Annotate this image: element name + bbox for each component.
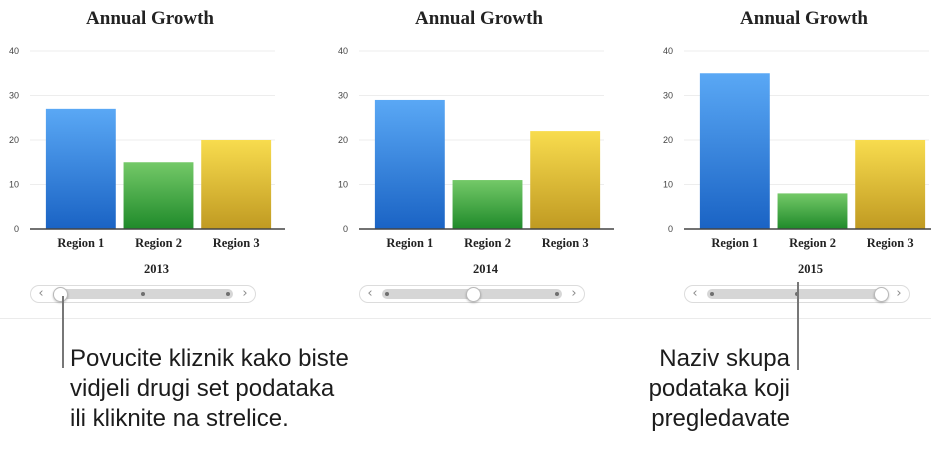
y-tick-label: 40: [338, 46, 348, 56]
callout-leader-line: [62, 296, 64, 368]
bar-chart: 0 10 20 30 40 Region 1 Region 2 Region 3 2014: [338, 46, 614, 276]
y-tick-label: 20: [9, 135, 19, 145]
y-tick-label: 30: [338, 91, 348, 101]
x-tick-label: Region 2: [789, 236, 836, 250]
x-tick-label: Region 3: [213, 236, 260, 250]
dataset-slider[interactable]: ‹ ›: [359, 285, 585, 303]
slider-stop-dot: [226, 292, 230, 296]
y-tick-label: 40: [663, 46, 673, 56]
y-tick-label: 20: [663, 135, 673, 145]
dataset-slider[interactable]: ‹ ›: [30, 285, 256, 303]
divider: [0, 318, 931, 319]
chevron-right-icon[interactable]: ›: [571, 286, 577, 301]
chevron-right-icon[interactable]: ›: [242, 286, 248, 301]
x-tick-label: Region 3: [867, 236, 914, 250]
bar-region-3: [201, 140, 272, 229]
slider-track[interactable]: [382, 287, 562, 302]
bar-region-2: [777, 193, 848, 229]
x-tick-label: Region 1: [711, 236, 758, 250]
bar-region-2: [123, 162, 194, 229]
bar-region-1: [374, 99, 445, 229]
y-tick-label: 10: [9, 180, 19, 190]
y-tick-label: 20: [338, 135, 348, 145]
chevron-left-icon[interactable]: ‹: [38, 286, 44, 301]
x-tick-label: Region 1: [57, 236, 104, 250]
slider-thumb[interactable]: [53, 287, 68, 302]
dataset-label: 2014: [473, 262, 499, 276]
y-tick-label: 0: [343, 224, 348, 234]
x-tick-label: Region 3: [542, 236, 589, 250]
slider-stop-dot: [141, 292, 145, 296]
y-tick-label: 30: [9, 91, 19, 101]
chart-title: Annual Growth: [86, 8, 214, 29]
callout-dataset-name-text: Naziv skupa podataka koji pregledavate: [648, 345, 790, 432]
dataset-label: 2015: [798, 262, 823, 276]
slider-thumb[interactable]: [465, 287, 481, 302]
bar-region-1: [699, 73, 770, 229]
x-tick-label: Region 2: [135, 236, 182, 250]
slider-track[interactable]: [53, 287, 233, 302]
chart-title: Annual Growth: [415, 8, 543, 29]
chart-panel-2013: Annual Growth 0 10 20 30 40 Region 1 Region 2 R…: [0, 0, 300, 305]
slider-stop-dot: [385, 292, 389, 296]
slider-stop-dot: [710, 292, 714, 296]
bar-region-2: [452, 180, 523, 229]
bar-region-1: [45, 108, 116, 229]
x-tick-label: Region 2: [464, 236, 511, 250]
chart-panel-2015: Annual Growth 0 10 20 30 40 Region 1 Region 2 R…: [654, 0, 931, 305]
slider-stop-dot: [555, 292, 559, 296]
y-tick-label: 40: [9, 46, 19, 56]
chart-title: Annual Growth: [740, 8, 868, 29]
chevron-left-icon[interactable]: ‹: [692, 286, 698, 301]
callout-leader-line: [797, 282, 799, 370]
chevron-left-icon[interactable]: ‹: [367, 286, 373, 301]
bar-region-3: [530, 131, 601, 229]
y-tick-label: 10: [338, 180, 348, 190]
bar-chart: 0 10 20 30 40 Region 1 Region 2 Region 3 2013: [9, 46, 285, 276]
chart-panel-2014: Annual Growth 0 10 20 30 40 Region 1 Region 2 R…: [329, 0, 629, 305]
slider-thumb[interactable]: [874, 287, 889, 302]
x-tick-label: Region 1: [386, 236, 433, 250]
y-tick-label: 10: [663, 180, 673, 190]
y-tick-label: 30: [663, 91, 673, 101]
callout-slider-text: Povucite kliznik kako biste vidjeli drug…: [70, 345, 349, 432]
chevron-right-icon[interactable]: ›: [896, 286, 902, 301]
y-tick-label: 0: [668, 224, 673, 234]
y-tick-label: 0: [14, 224, 19, 234]
bar-chart: 0 10 20 30 40 Region 1 Region 2 Region 3 2015: [663, 46, 931, 276]
bar-region-3: [855, 140, 926, 229]
dataset-label: 2013: [144, 262, 169, 276]
